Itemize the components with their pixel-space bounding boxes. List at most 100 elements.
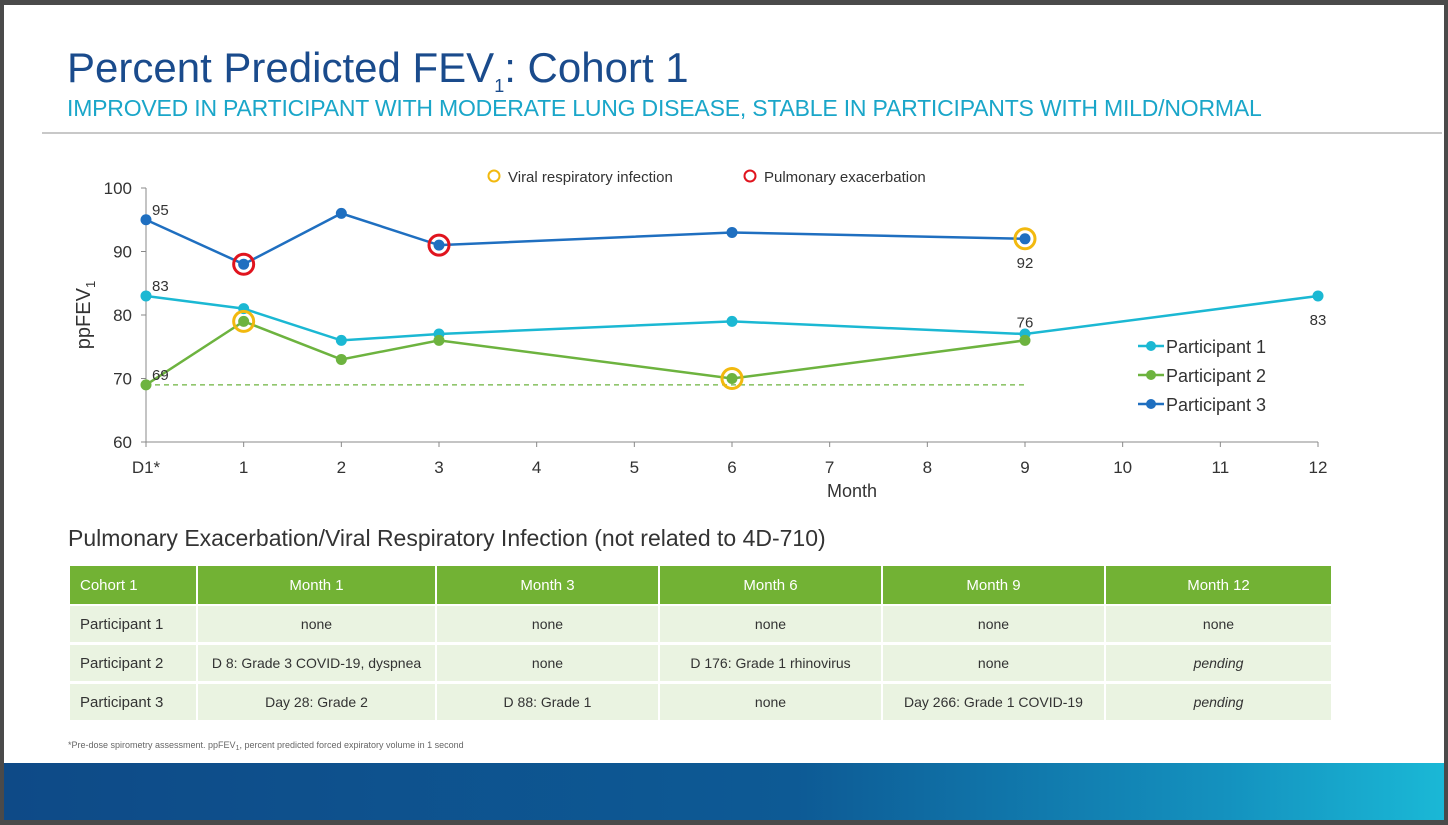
- table-cell: none: [197, 605, 437, 645]
- x-tick-label: 6: [727, 458, 736, 477]
- y-tick-label: 70: [113, 370, 132, 389]
- series-line: [145, 319, 1026, 386]
- table-cell: Day 266: Grade 1 COVID-19: [882, 682, 1106, 723]
- y-tick-label: 80: [113, 306, 132, 325]
- data-label: 69: [152, 367, 169, 384]
- x-tick-label: 3: [434, 458, 443, 477]
- data-label: 76: [1017, 314, 1034, 331]
- marker-legend-label: Pulmonary exacerbation: [764, 169, 926, 186]
- table-cell: D 8: Grade 3 COVID-19, dyspnea: [197, 643, 437, 684]
- legend-symbol: [1146, 341, 1156, 351]
- data-point: [335, 334, 347, 346]
- data-point: [335, 207, 347, 219]
- y-axis-label: ppFEV1: [73, 281, 98, 349]
- y-tick-label: 100: [104, 179, 132, 198]
- table-row-label: Participant 1: [70, 605, 198, 645]
- x-tick-label: 12: [1309, 458, 1328, 477]
- data-point: [238, 315, 250, 327]
- x-tick-label: 8: [923, 458, 932, 477]
- data-point: [140, 379, 152, 391]
- x-tick-label: 7: [825, 458, 834, 477]
- legend-symbol: [1146, 370, 1156, 380]
- table-column-header: Month 3: [436, 566, 660, 606]
- footnote-text: *Pre-dose spirometry assessment. ppFEV: [68, 740, 236, 750]
- table-heading: Pulmonary Exacerbation/Viral Respiratory…: [68, 525, 826, 551]
- data-point: [1019, 334, 1031, 346]
- table-cell: none: [1105, 605, 1333, 645]
- series-line: [145, 212, 1026, 266]
- table-cell: D 88: Grade 1: [436, 682, 660, 723]
- data-label: 83: [152, 278, 169, 295]
- legend-symbol: [1146, 399, 1156, 409]
- table-column-header: Month 6: [659, 566, 883, 606]
- data-label: 83: [1310, 312, 1327, 329]
- table-column-header: Month 12: [1105, 566, 1333, 606]
- marker-legend-symbol: [743, 169, 757, 183]
- table-cell: D 176: Grade 1 rhinovirus: [659, 643, 883, 684]
- data-point: [1312, 290, 1324, 302]
- data-point: [433, 334, 445, 346]
- table-row-label: Participant 3: [70, 682, 198, 723]
- data-point: [140, 290, 152, 302]
- x-tick-label: 1: [239, 458, 248, 477]
- footnote-subscript: 1: [235, 745, 240, 752]
- x-tick-label: 9: [1020, 458, 1029, 477]
- title-subscript: 1: [494, 76, 505, 96]
- y-tick-label: 90: [113, 243, 132, 262]
- event-marker: [1013, 227, 1037, 251]
- data-label: 95: [152, 202, 169, 219]
- x-tick-label: 4: [532, 458, 541, 477]
- table-cell: none: [659, 605, 883, 645]
- events-table: Cohort 1 Month 1 Month 3 Month 6 Month 9 Mont…: [70, 566, 1333, 723]
- table-cell: none: [659, 682, 883, 723]
- title-tail: : Cohort 1: [504, 44, 689, 91]
- data-point: [238, 258, 250, 270]
- table-row: Participant 1 none none none none none: [70, 605, 1333, 645]
- event-marker: [232, 252, 256, 276]
- table-column-header: Month 9: [882, 566, 1106, 606]
- table-cell: pending: [1105, 682, 1333, 723]
- footnote-text-tail: , percent predicted forced expiratory vo…: [239, 740, 464, 750]
- legend-label: Participant 2: [1166, 366, 1266, 386]
- data-point: [726, 373, 738, 384]
- table-cell: Day 28: Grade 2: [197, 682, 437, 723]
- data-point: [335, 353, 347, 365]
- table-cell: none: [436, 643, 660, 684]
- title-divider: [42, 132, 1442, 134]
- table-row-label: Participant 2: [70, 643, 198, 684]
- legend-label: Participant 3: [1166, 395, 1266, 415]
- table-column-header: Month 1: [197, 566, 437, 606]
- table-cell: none: [436, 605, 660, 645]
- data-point: [1019, 233, 1031, 245]
- table-cell: pending: [1105, 643, 1333, 684]
- marker-legend-symbol: [487, 169, 501, 183]
- data-label: 92: [1017, 255, 1034, 272]
- marker-legend-label: Viral respiratory infection: [508, 169, 673, 186]
- y-tick-label: 60: [113, 433, 132, 452]
- data-point: [433, 239, 445, 251]
- table-cell: none: [882, 605, 1106, 645]
- title-main: Percent Predicted FEV: [67, 44, 495, 91]
- slide: Percent Predicted FEV1: Cohort 1 IMPROVE…: [4, 5, 1444, 820]
- slide-subtitle: IMPROVED IN PARTICIPANT WITH MODERATE LU…: [67, 95, 1262, 121]
- x-tick-label: 2: [337, 458, 346, 477]
- table-cell: none: [882, 643, 1106, 684]
- event-marker: [427, 233, 451, 257]
- data-point: [140, 214, 152, 226]
- table-header-row: Cohort 1 Month 1 Month 3 Month 6 Month 9 Mont…: [70, 566, 1333, 606]
- slide-title: Percent Predicted FEV1: Cohort 1: [67, 43, 689, 101]
- data-point: [726, 315, 738, 327]
- table-column-header: Cohort 1: [70, 566, 198, 606]
- x-tick-label: 10: [1113, 458, 1132, 477]
- data-point: [726, 226, 738, 238]
- x-tick-label: D1*: [132, 458, 161, 477]
- event-marker: [720, 367, 744, 390]
- x-tick-label: 11: [1212, 458, 1230, 477]
- event-marker: [232, 309, 256, 333]
- x-tick-label: 5: [630, 458, 639, 477]
- footnote: *Pre-dose spirometry assessment. ppFEV1,…: [68, 740, 464, 752]
- x-axis-label: Month: [827, 481, 877, 501]
